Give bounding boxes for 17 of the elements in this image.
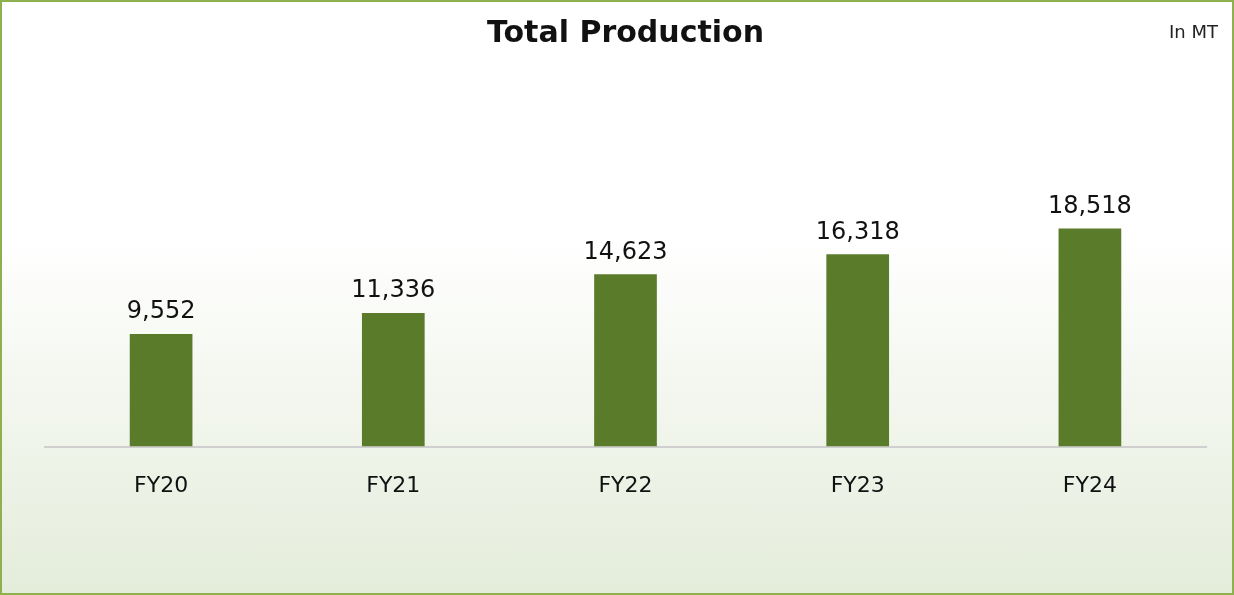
chart-title: Total Production: [486, 13, 765, 49]
x-tick-label: FY22: [598, 471, 653, 497]
data-label: 9,552: [126, 296, 196, 325]
x-tick-label: FY24: [1062, 471, 1117, 497]
bar: [129, 334, 193, 447]
bar: [361, 313, 425, 447]
x-tick-label: FY23: [830, 471, 885, 497]
data-label: 14,623: [583, 236, 668, 265]
x-tick-label: FY21: [366, 471, 421, 497]
bar: [594, 274, 657, 447]
data-label: 18,518: [1047, 190, 1132, 219]
x-tick-label: FY20: [134, 471, 189, 497]
bar: [1058, 228, 1122, 447]
data-label: 11,336: [351, 275, 436, 304]
text: In MT: [1169, 20, 1219, 42]
bar: [826, 254, 890, 447]
data-label: 16,318: [815, 216, 900, 245]
